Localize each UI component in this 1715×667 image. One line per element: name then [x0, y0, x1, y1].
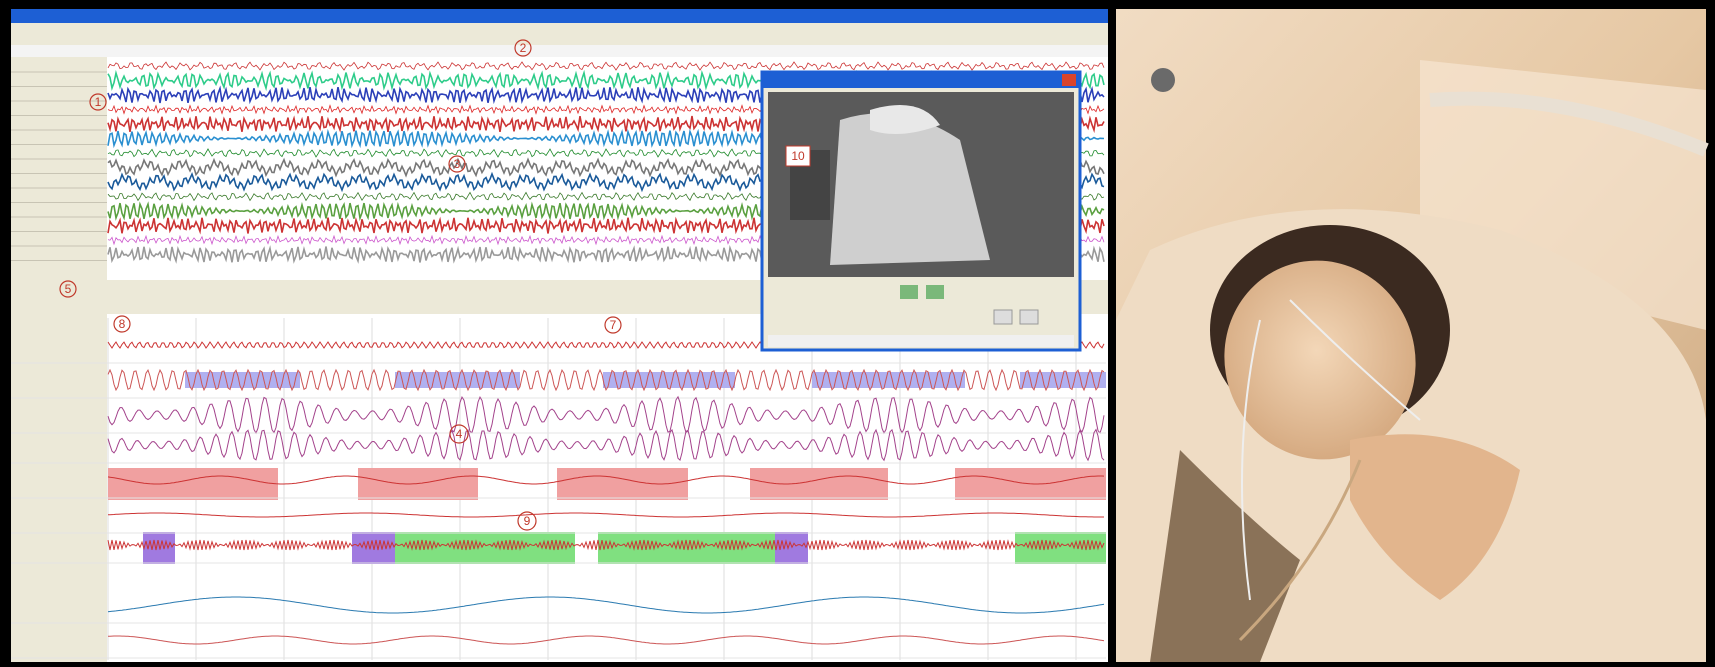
trace [107, 475, 1105, 485]
trace [750, 468, 888, 500]
trace [107, 512, 1104, 518]
trace [108, 468, 278, 500]
title-bar [11, 9, 1108, 23]
callout: 5 [65, 282, 72, 296]
trace [107, 539, 1105, 551]
callouts: 1 2 3 4 5 8 7 9 10 [59, 39, 811, 531]
callout: 3 [454, 157, 461, 171]
trace [1015, 532, 1106, 564]
photo [1116, 9, 1709, 662]
callout: 8 [119, 317, 126, 331]
callout: 10 [791, 149, 805, 163]
trace [1020, 372, 1106, 388]
trace [107, 61, 1105, 71]
toolbar [11, 23, 1108, 45]
trace [598, 532, 775, 564]
callout: 9 [524, 514, 531, 528]
video-window [760, 70, 1082, 352]
callout: 1 [95, 95, 102, 109]
callout: 4 [456, 427, 463, 441]
bottom-traces [11, 318, 1106, 660]
trace [107, 428, 1105, 462]
trace [107, 368, 1105, 392]
trace [395, 532, 575, 564]
trace [107, 596, 1105, 614]
trace [812, 372, 965, 388]
trace [107, 635, 1105, 645]
callout: 7 [610, 318, 617, 332]
channel-labels [11, 57, 107, 662]
callout: 2 [520, 41, 527, 55]
